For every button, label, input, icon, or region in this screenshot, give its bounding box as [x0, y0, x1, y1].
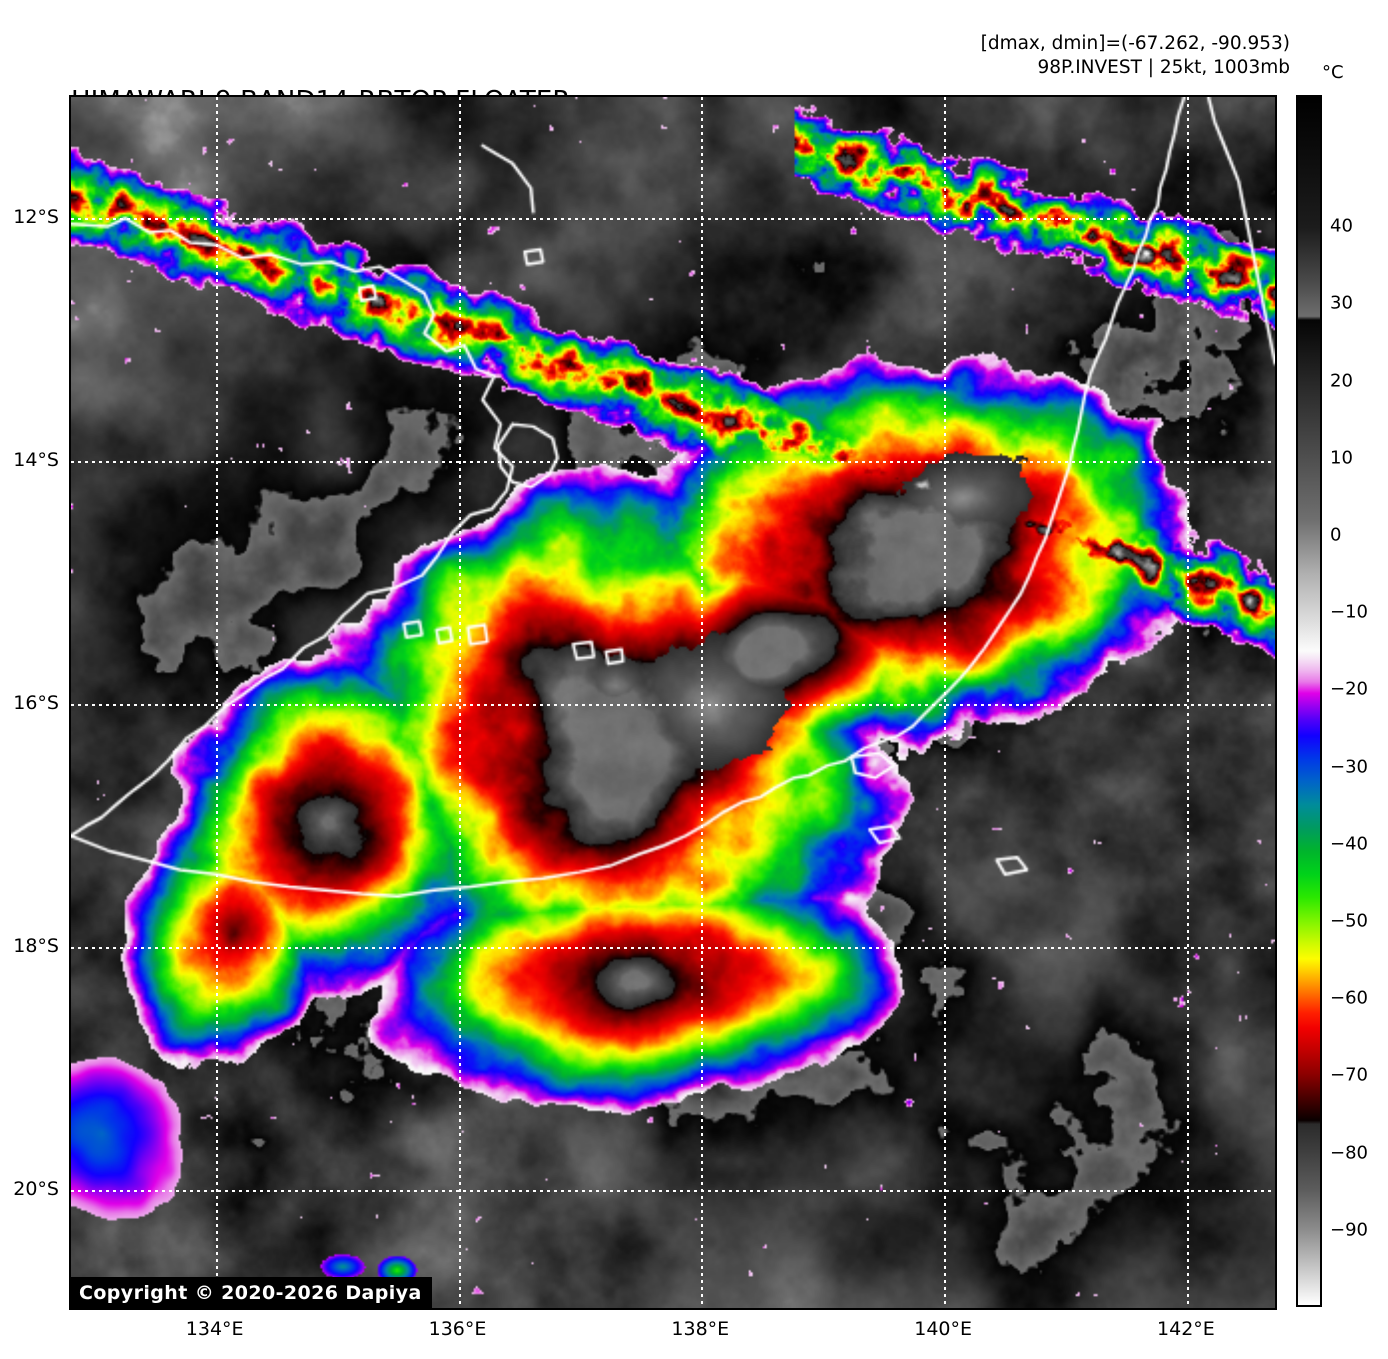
lon-tick-label-2: 138°E: [671, 1318, 730, 1340]
colorbar-tick-11: −70: [1330, 1064, 1368, 1086]
lat-tick-label-3: 18°S: [13, 934, 59, 957]
colorbar-tick-9: −50: [1330, 910, 1368, 932]
storm-info-readout: 98P.INVEST | 25kt, 1003mb: [1037, 57, 1291, 79]
temperature-colorbar[interactable]: [1296, 95, 1322, 1307]
colorbar-tick-10: −60: [1330, 987, 1368, 1009]
colorbar-unit-label: °C: [1322, 62, 1344, 83]
colorbar-tick-8: −40: [1330, 833, 1368, 855]
colorbar-tick-1: 30: [1330, 292, 1353, 314]
colorbar-tick-2: 20: [1330, 370, 1353, 392]
satellite-infrared-imagery: [71, 97, 1275, 1308]
lat-tick-label-4: 20°S: [13, 1177, 59, 1200]
copyright-watermark: Copyright © 2020-2026 Dapiya: [69, 1277, 432, 1310]
colorbar-tick-5: −10: [1330, 601, 1368, 623]
lat-tick-label-0: 12°S: [13, 205, 59, 228]
colorbar-tick-13: −90: [1330, 1219, 1368, 1241]
lon-tick-label-0: 134°E: [185, 1318, 244, 1340]
satellite-image-panel[interactable]: [69, 95, 1277, 1310]
colorbar-tick-4: 0: [1330, 524, 1342, 546]
lat-tick-label-1: 14°S: [13, 448, 59, 471]
colorbar-tick-7: −30: [1330, 756, 1368, 778]
lat-tick-label-2: 16°S: [13, 691, 59, 714]
colorbar-tick-12: −80: [1330, 1142, 1368, 1164]
lon-tick-label-4: 142°E: [1157, 1318, 1215, 1340]
metadata-block: [dmax, dmin]=(-67.262, -90.953) 98P.INVE…: [981, 32, 1290, 81]
lon-tick-label-1: 136°E: [428, 1318, 487, 1340]
lon-tick-label-3: 140°E: [914, 1318, 973, 1340]
dminmax-readout: [dmax, dmin]=(-67.262, -90.953): [980, 33, 1290, 54]
colorbar-tick-0: 40: [1330, 215, 1353, 237]
colorbar-tick-6: −20: [1330, 678, 1368, 700]
colorbar-tick-3: 10: [1330, 447, 1353, 469]
colorbar-gradient: [1298, 97, 1320, 1305]
